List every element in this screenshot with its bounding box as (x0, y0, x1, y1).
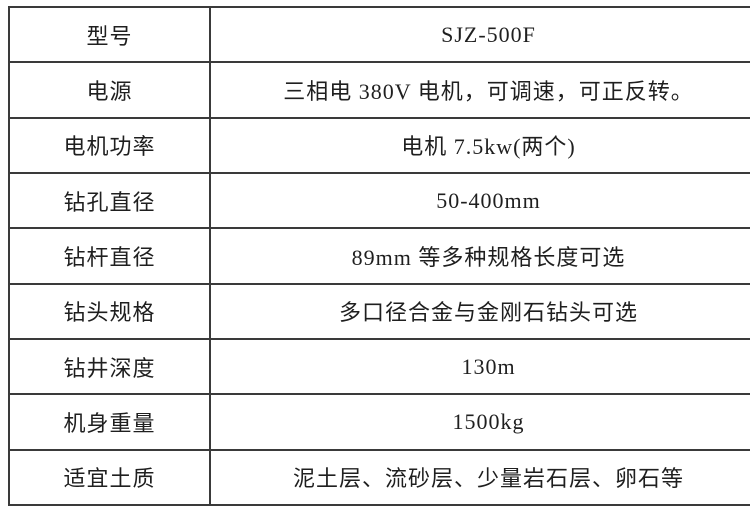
table-row: 钻杆直径 89mm 等多种规格长度可选 (8, 227, 750, 285)
spec-label: 钻杆直径 (8, 227, 211, 285)
product-spec-table: 型号 SJZ-500F 电源 三相电 380V 电机，可调速，可正反转。 电机功… (8, 5, 750, 507)
spec-label: 适宜土质 (8, 448, 211, 507)
table-row: 电源 三相电 380V 电机，可调速，可正反转。 (8, 61, 750, 119)
spec-label: 钻孔直径 (8, 171, 211, 230)
spec-value: 89mm 等多种规格长度可选 (209, 227, 750, 285)
table-row: 钻头规格 多口径合金与金刚石钻头可选 (8, 282, 750, 340)
spec-value: 130m (209, 337, 750, 396)
spec-label: 机身重量 (8, 393, 211, 451)
spec-value: SJZ-500F (209, 5, 750, 64)
spec-value: 1500kg (209, 393, 750, 451)
table-row: 钻井深度 130m (8, 337, 750, 396)
spec-value: 三相电 380V 电机，可调速，可正反转。 (209, 61, 750, 119)
spec-table-body: 型号 SJZ-500F 电源 三相电 380V 电机，可调速，可正反转。 电机功… (8, 5, 750, 507)
spec-value: 电机 7.5kw(两个) (209, 116, 750, 174)
spec-label: 钻头规格 (8, 282, 211, 340)
spec-value: 50-400mm (209, 171, 750, 230)
spec-value: 泥土层、流砂层、少量岩石层、卵石等 (209, 448, 750, 507)
table-row: 机身重量 1500kg (8, 393, 750, 451)
table-row: 电机功率 电机 7.5kw(两个) (8, 116, 750, 174)
spec-label: 型号 (8, 5, 211, 64)
spec-value: 多口径合金与金刚石钻头可选 (209, 282, 750, 340)
table-row: 型号 SJZ-500F (8, 5, 750, 64)
spec-label: 电源 (8, 61, 211, 119)
spec-label: 钻井深度 (8, 337, 211, 396)
spec-label: 电机功率 (8, 116, 211, 174)
table-row: 钻孔直径 50-400mm (8, 171, 750, 230)
table-row: 适宜土质 泥土层、流砂层、少量岩石层、卵石等 (8, 448, 750, 507)
